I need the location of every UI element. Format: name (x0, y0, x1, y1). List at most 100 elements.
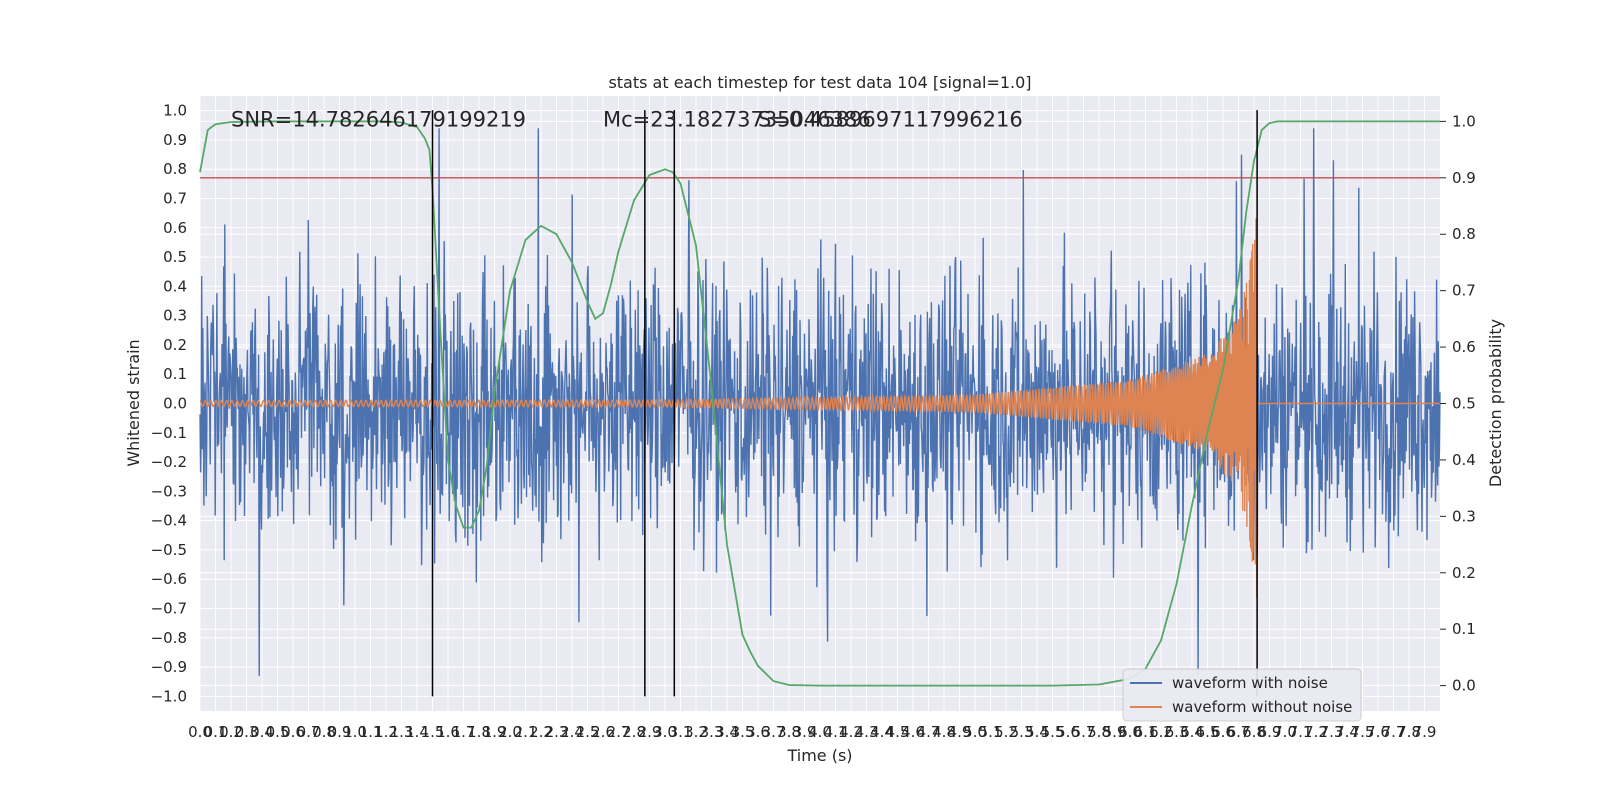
x-tick-label: 0.0 (188, 723, 212, 741)
x-tick-label: 0.5 (266, 723, 290, 741)
x-tick-label: 3.6 (746, 723, 770, 741)
x-tick-label: 5.4 (1025, 723, 1049, 741)
waveform-without-noise-line (199, 218, 1440, 598)
detection-probability-line (199, 120, 1440, 687)
x-tick-label: 1.2 (374, 723, 398, 741)
annotation-text: SNR=14.782646179199219 (231, 107, 526, 131)
y2-tick-label: 0.6 (1452, 338, 1476, 356)
x-tick-label: 3.9 (793, 723, 817, 741)
x-tick-label: 2.3 (545, 723, 569, 741)
y2-tick-label: 0.8 (1452, 225, 1476, 243)
x-tick-label: 7.6 (1366, 723, 1390, 741)
x-tick-label: 4.5 (886, 723, 910, 741)
x-tick-label: 4.8 (932, 723, 956, 741)
x-tick-label: 6.0 (1118, 723, 1142, 741)
y-tick-label: −0.9 (151, 658, 187, 676)
y-tick-label: −0.5 (151, 541, 187, 559)
x-tick-label: 5.8 (1087, 723, 1111, 741)
legend-box (1122, 668, 1362, 722)
y2-tick-label: 0.4 (1452, 451, 1476, 469)
x-tick-label: 6.8 (1242, 723, 1266, 741)
x-tick-label: 5.5 (1041, 723, 1065, 741)
tick-labels: 0.00.10.20.30.40.50.60.70.80.91.01.11.21… (151, 102, 1476, 741)
x-tick-label: 0.1 (204, 723, 228, 741)
x-tick-label: 4.0 (808, 723, 832, 741)
y-tick-label: 0.2 (163, 336, 187, 354)
x-tick-label: 2.4 (560, 723, 584, 741)
y-tick-label: 0.3 (163, 307, 187, 325)
x-tick-label: 5.1 (979, 723, 1003, 741)
x-tick-label: 7.5 (1351, 723, 1375, 741)
y2-tick-label: 0.9 (1452, 169, 1476, 187)
chart-title: stats at each timestep for test data 104… (608, 73, 1031, 92)
y2-tick-label: 0.7 (1452, 282, 1476, 300)
x-tick-label: 4.4 (870, 723, 894, 741)
x-tick-label: 1.0 (343, 723, 367, 741)
x-tick-label: 2.5 (576, 723, 600, 741)
annotation-text: Mc=23.18273735046386 (603, 107, 871, 131)
x-tick-label: 5.7 (1072, 723, 1096, 741)
x-axis-label: Time (s) (786, 746, 852, 765)
y-tick-label: 0.8 (163, 160, 187, 178)
x-tick-label: 7.4 (1335, 723, 1359, 741)
x-tick-label: 3.8 (777, 723, 801, 741)
x-tick-label: 7.1 (1289, 723, 1313, 741)
y-tick-label: −0.6 (151, 570, 187, 588)
x-tick-label: 6.4 (1180, 723, 1204, 741)
x-tick-label: 0.8 (312, 723, 336, 741)
legend: waveform with noise waveform without noi… (1122, 668, 1362, 722)
x-tick-label: 5.3 (1010, 723, 1034, 741)
annotation-text: S=0.4589697117996216 (758, 107, 1023, 131)
x-tick-label: 2.7 (607, 723, 631, 741)
x-tick-label: 7.0 (1273, 723, 1297, 741)
y-tick-label: 0.0 (163, 395, 187, 413)
y-tick-label: −0.1 (151, 424, 187, 442)
x-tick-label: 5.6 (1056, 723, 1080, 741)
vertical-markers (431, 110, 1258, 697)
y-tick-label: −0.7 (151, 600, 187, 618)
y-tick-label: 0.9 (163, 131, 187, 149)
x-tick-label: 7.7 (1382, 723, 1406, 741)
x-tick-label: 2.8 (622, 723, 646, 741)
y2-tick-label: 1.0 (1452, 112, 1476, 130)
x-tick-label: 6.1 (1134, 723, 1158, 741)
y2-axis-label: Detection probability (1486, 319, 1505, 487)
y2-tick-label: 0.5 (1452, 395, 1476, 413)
series-layer (199, 120, 1441, 687)
y-tick-label: 0.5 (163, 248, 187, 266)
y-tick-label: −0.8 (151, 629, 187, 647)
x-tick-label: 3.0 (653, 723, 677, 741)
x-tick-label: 2.2 (529, 723, 553, 741)
y-tick-label: 1.0 (163, 102, 187, 120)
x-tick-label: 6.7 (1227, 723, 1251, 741)
x-tick-label: 2.1 (514, 723, 538, 741)
x-tick-label: 0.4 (250, 723, 274, 741)
x-tick-label: 1.3 (390, 723, 414, 741)
y2-tick-label: 0.2 (1452, 564, 1476, 582)
y-tick-label: 0.4 (163, 277, 187, 295)
x-tick-label: 2.0 (498, 723, 522, 741)
x-tick-label: 1.1 (359, 723, 383, 741)
x-tick-label: 4.1 (824, 723, 848, 741)
y2-tick-label: 0.3 (1452, 507, 1476, 525)
y-tick-label: −0.3 (151, 482, 187, 500)
y-tick-label: −1.0 (151, 687, 187, 705)
x-tick-label: 0.9 (328, 723, 352, 741)
x-tick-label: 7.2 (1304, 723, 1328, 741)
x-tick-label: 5.9 (1103, 723, 1127, 741)
x-tick-label: 4.7 (917, 723, 941, 741)
x-tick-label: 6.3 (1165, 723, 1189, 741)
legend-label-noise: waveform with noise (1172, 674, 1328, 692)
y2-tick-label: 0.0 (1452, 677, 1476, 695)
x-tick-label: 3.1 (669, 723, 693, 741)
y2-tick-label: 0.1 (1452, 620, 1476, 638)
y-tick-label: −0.2 (151, 453, 187, 471)
annotations: SNR=14.782646179199219 Mc=23.182737350463… (231, 107, 1023, 131)
x-tick-label: 6.9 (1258, 723, 1282, 741)
x-tick-label: 4.3 (855, 723, 879, 741)
x-tick-label: 7.9 (1413, 723, 1437, 741)
y-tick-label: 0.1 (163, 365, 187, 383)
y-tick-label: 0.7 (163, 190, 187, 208)
x-tick-label: 6.2 (1149, 723, 1173, 741)
x-tick-label: 4.9 (948, 723, 972, 741)
